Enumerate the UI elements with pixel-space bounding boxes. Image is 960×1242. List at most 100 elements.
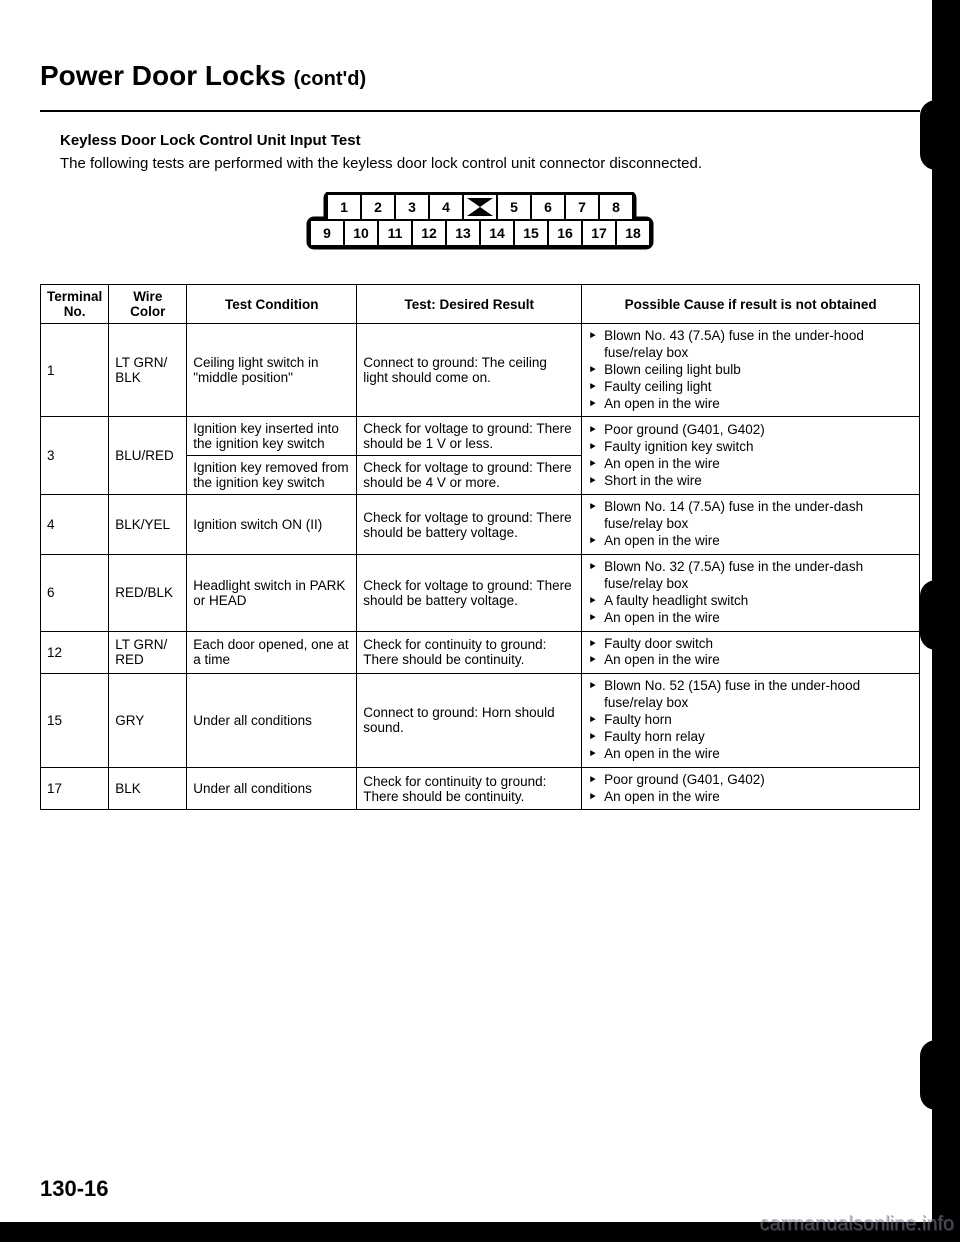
page-content: Power Door Locks (cont'd) Keyless Door L… — [40, 60, 920, 810]
th-result: Test: Desired Result — [357, 285, 582, 324]
cause-item: An open in the wire — [588, 396, 913, 413]
cause-item: An open in the wire — [588, 789, 913, 806]
cell-result: Connect to ground: Horn should sound. — [357, 674, 582, 767]
svg-text:13: 13 — [455, 225, 471, 241]
cell-condition: Under all conditions — [187, 767, 357, 810]
svg-text:2: 2 — [374, 199, 382, 215]
cell-wire: BLK — [109, 767, 187, 810]
svg-text:15: 15 — [523, 225, 539, 241]
cause-item: Blown No. 43 (7.5A) fuse in the under-ho… — [588, 328, 913, 362]
watermark: carmanualsonline.info — [759, 1213, 954, 1236]
page-title: Power Door Locks (cont'd) — [40, 60, 920, 92]
cause-item: A faulty headlight switch — [588, 593, 913, 610]
svg-text:9: 9 — [323, 225, 331, 241]
cell-condition: Under all conditions — [187, 674, 357, 767]
cell-causes: Faulty door switchAn open in the wire — [582, 631, 920, 674]
cause-item: Poor ground (G401, G402) — [588, 772, 913, 789]
cell-causes: Poor ground (G401, G402)An open in the w… — [582, 767, 920, 810]
cell-wire: RED/BLK — [109, 555, 187, 632]
cause-item: An open in the wire — [588, 456, 913, 473]
th-wire: Wire Color — [109, 285, 187, 324]
svg-text:10: 10 — [353, 225, 369, 241]
intro-text: The following tests are performed with t… — [60, 155, 920, 172]
cell-wire: BLU/RED — [109, 417, 187, 495]
cell-terminal: 17 — [41, 767, 109, 810]
title-contd: (cont'd) — [294, 68, 367, 90]
section-subtitle: Keyless Door Lock Control Unit Input Tes… — [60, 132, 920, 149]
cause-item: Blown No. 52 (15A) fuse in the under-hoo… — [588, 678, 913, 712]
page-tab — [920, 580, 960, 650]
cause-item: Faulty ignition key switch — [588, 439, 913, 456]
cause-item: Short in the wire — [588, 473, 913, 490]
th-condition: Test Condition — [187, 285, 357, 324]
cause-item: An open in the wire — [588, 533, 913, 550]
table-row: 17BLKUnder all conditionsCheck for conti… — [41, 767, 920, 810]
svg-text:16: 16 — [557, 225, 573, 241]
cause-item: An open in the wire — [588, 746, 913, 763]
cell-condition: Ignition switch ON (II) — [187, 495, 357, 555]
cell-condition: Ignition key removed from the ignition k… — [187, 456, 357, 495]
cause-item: Faulty door switch — [588, 636, 913, 653]
cell-wire: LT GRN/ RED — [109, 631, 187, 674]
th-cause: Possible Cause if result is not obtained — [582, 285, 920, 324]
svg-text:12: 12 — [421, 225, 437, 241]
cell-terminal: 1 — [41, 324, 109, 417]
page-tab — [920, 1040, 960, 1110]
page-tab — [920, 100, 960, 170]
cell-wire: GRY — [109, 674, 187, 767]
cell-condition: Headlight switch in PARK or HEAD — [187, 555, 357, 632]
table-row: 15GRYUnder all conditionsConnect to grou… — [41, 674, 920, 767]
cell-condition: Ceiling light switch in "middle position… — [187, 324, 357, 417]
table-row: 1LT GRN/ BLKCeiling light switch in "mid… — [41, 324, 920, 417]
cell-terminal: 3 — [41, 417, 109, 495]
cause-item: Faulty horn relay — [588, 729, 913, 746]
cell-result: Connect to ground: The ceiling light sho… — [357, 324, 582, 417]
cell-condition: Each door opened, one at a time — [187, 631, 357, 674]
page-number: 130-16 — [40, 1176, 109, 1202]
table-row: 12LT GRN/ REDEach door opened, one at a … — [41, 631, 920, 674]
svg-text:17: 17 — [591, 225, 607, 241]
cell-causes: Blown No. 52 (15A) fuse in the under-hoo… — [582, 674, 920, 767]
cause-item: Faulty horn — [588, 712, 913, 729]
svg-text:3: 3 — [408, 199, 416, 215]
cell-result: Check for voltage to ground: There shoul… — [357, 456, 582, 495]
cell-result: Check for voltage to ground: There shoul… — [357, 495, 582, 555]
cell-result: Check for continuity to ground: There sh… — [357, 767, 582, 810]
test-table: Terminal No. Wire Color Test Condition T… — [40, 284, 920, 810]
cell-result: Check for continuity to ground: There sh… — [357, 631, 582, 674]
cell-condition: Ignition key inserted into the ignition … — [187, 417, 357, 456]
cause-item: Blown No. 32 (7.5A) fuse in the under-da… — [588, 559, 913, 593]
table-row: 6RED/BLKHeadlight switch in PARK or HEAD… — [41, 555, 920, 632]
svg-text:4: 4 — [442, 199, 450, 215]
svg-text:6: 6 — [544, 199, 552, 215]
svg-text:18: 18 — [625, 225, 641, 241]
th-terminal: Terminal No. — [41, 285, 109, 324]
cause-item: Poor ground (G401, G402) — [588, 422, 913, 439]
svg-text:14: 14 — [489, 225, 505, 241]
title-main: Power Door Locks — [40, 60, 286, 91]
svg-text:1: 1 — [340, 199, 348, 215]
cell-terminal: 6 — [41, 555, 109, 632]
svg-text:7: 7 — [578, 199, 586, 215]
cause-item: Blown No. 14 (7.5A) fuse in the under-da… — [588, 499, 913, 533]
cell-terminal: 4 — [41, 495, 109, 555]
cell-causes: Blown No. 43 (7.5A) fuse in the under-ho… — [582, 324, 920, 417]
title-rule — [40, 110, 920, 112]
svg-text:8: 8 — [612, 199, 620, 215]
svg-text:5: 5 — [510, 199, 518, 215]
connector-diagram: 123456789101112131415161718 — [300, 192, 660, 256]
cause-item: An open in the wire — [588, 610, 913, 627]
table-header-row: Terminal No. Wire Color Test Condition T… — [41, 285, 920, 324]
cell-terminal: 15 — [41, 674, 109, 767]
cell-wire: LT GRN/ BLK — [109, 324, 187, 417]
cause-item: Faulty ceiling light — [588, 379, 913, 396]
cell-causes: Poor ground (G401, G402)Faulty ignition … — [582, 417, 920, 495]
svg-text:11: 11 — [388, 225, 403, 241]
table-row: 4BLK/YELIgnition switch ON (II)Check for… — [41, 495, 920, 555]
cell-wire: BLK/YEL — [109, 495, 187, 555]
cell-terminal: 12 — [41, 631, 109, 674]
cell-causes: Blown No. 32 (7.5A) fuse in the under-da… — [582, 555, 920, 632]
table-row: 3BLU/REDIgnition key inserted into the i… — [41, 417, 920, 456]
cell-result: Check for voltage to ground: There shoul… — [357, 417, 582, 456]
cell-result: Check for voltage to ground: There shoul… — [357, 555, 582, 632]
